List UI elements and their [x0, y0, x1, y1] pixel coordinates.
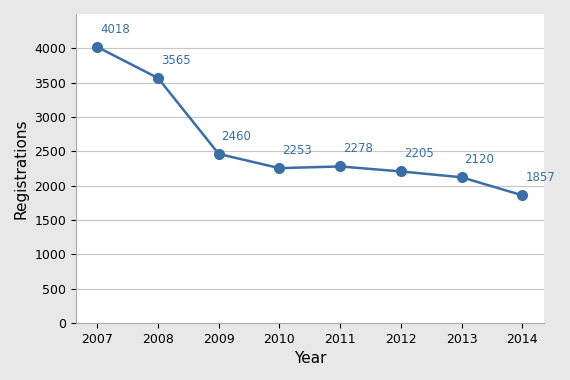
Text: 3565: 3565 — [161, 54, 190, 67]
Text: 4018: 4018 — [100, 23, 130, 36]
Y-axis label: Registrations: Registrations — [14, 118, 29, 218]
Text: 2253: 2253 — [282, 144, 312, 157]
Text: 2460: 2460 — [222, 130, 251, 143]
Text: 2120: 2120 — [465, 153, 494, 166]
Text: 1857: 1857 — [525, 171, 555, 184]
Text: 2278: 2278 — [343, 142, 373, 155]
X-axis label: Year: Year — [294, 351, 326, 366]
Text: 2205: 2205 — [404, 147, 433, 160]
